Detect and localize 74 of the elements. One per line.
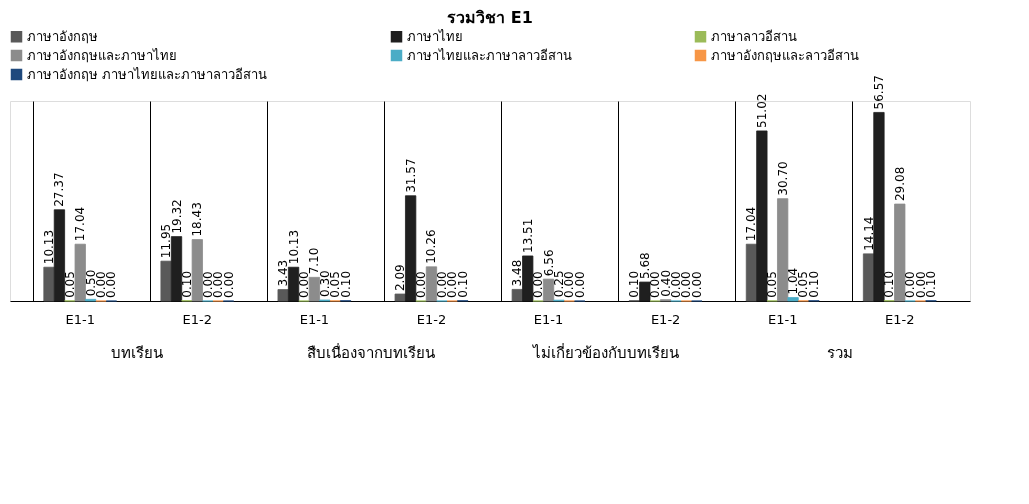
- legend-label: ภาษาอังกฤษและภาษาไทย: [27, 47, 177, 63]
- data-label: 19.32: [169, 199, 184, 234]
- bar: [43, 266, 55, 302]
- legend-label: ภาษาลาวอีสาน: [711, 28, 797, 44]
- bar: [160, 260, 172, 302]
- legend-label: ภาษาไทย: [407, 28, 463, 44]
- data-label: 29.08: [892, 166, 907, 202]
- bar: [191, 239, 203, 302]
- bar: [277, 289, 289, 302]
- text: บทเรียน: [111, 344, 164, 362]
- data-label: 0.00: [414, 271, 429, 298]
- x-tick-label: E1-2: [416, 311, 447, 327]
- data-label: 0.10: [338, 270, 353, 298]
- bar: [394, 293, 406, 302]
- data-label: 0.00: [221, 271, 236, 298]
- bar: [873, 112, 885, 302]
- data-label: 3.48: [510, 259, 525, 287]
- x-tick-label: E1-2: [650, 311, 681, 327]
- data-label: 13.51: [520, 218, 535, 253]
- bar: [639, 281, 651, 302]
- data-label: 0.00: [689, 271, 704, 298]
- legend-label: ภาษาอังกฤษ: [27, 28, 98, 44]
- data-label: 0.10: [455, 270, 470, 298]
- text: รวม: [826, 344, 853, 362]
- bar: [756, 130, 768, 302]
- data-label: 0.00: [104, 271, 119, 298]
- data-label: 0.05: [62, 271, 77, 298]
- legend-label: ภาษาอังกฤษ ภาษาไทยและภาษาลาวอีสาน: [27, 66, 268, 82]
- data-label: 0.10: [882, 270, 897, 298]
- data-label: 10.13: [286, 229, 301, 265]
- bar: [522, 255, 534, 302]
- data-label: 27.37: [52, 172, 67, 207]
- bar: [74, 243, 86, 302]
- bar: [287, 266, 300, 302]
- data-label: 0.00: [296, 271, 311, 298]
- x-tick-label: E1-2: [182, 311, 213, 327]
- data-label: 2.09: [393, 264, 408, 292]
- bar: [511, 289, 523, 302]
- x-tick-label: E1-2: [885, 311, 915, 327]
- text: สืบเนื่องจากบทเรียน: [307, 342, 436, 362]
- bar: [308, 276, 320, 302]
- data-label: 0.25: [551, 270, 566, 298]
- data-label: 10.26: [424, 229, 439, 264]
- data-label: 56.57: [871, 75, 886, 110]
- chart-title: รวมวิชา E1: [447, 8, 533, 27]
- data-label: 17.04: [73, 206, 88, 242]
- bar: [745, 243, 758, 302]
- x-tick-label: E1-1: [767, 311, 798, 327]
- x-tick-label: E1-1: [299, 311, 330, 327]
- data-label: 14.14: [861, 216, 876, 251]
- data-label: 0.05: [765, 271, 780, 298]
- data-label: 31.57: [403, 158, 418, 193]
- legend-label: ภาษาอังกฤษและลาวอีสาน: [711, 47, 859, 63]
- x-tick-label: E1-1: [533, 311, 564, 327]
- bar: [425, 266, 438, 302]
- text: ไม่เกี่ยวข้องกับบทเรียน: [531, 342, 679, 362]
- bar: [787, 297, 799, 302]
- legend-label: ภาษาไทยและภาษาลาวอีสาน: [407, 47, 572, 63]
- bar: [53, 209, 66, 302]
- x-tick-label: E1-1: [65, 311, 95, 327]
- data-label: 30.70: [775, 161, 790, 196]
- data-label: 17.04: [744, 206, 759, 242]
- data-label: 0.10: [806, 270, 821, 298]
- bar: [862, 253, 875, 302]
- data-label: 51.02: [754, 93, 769, 128]
- bar: [405, 195, 417, 302]
- bar: [170, 236, 183, 302]
- data-label: 0.00: [572, 271, 587, 298]
- bar: [777, 198, 789, 302]
- data-label: 0.10: [923, 270, 938, 298]
- bar: [894, 203, 906, 302]
- data-label: 18.43: [190, 202, 205, 237]
- data-label: 10.13: [42, 229, 57, 265]
- data-label: 0.10: [179, 270, 194, 298]
